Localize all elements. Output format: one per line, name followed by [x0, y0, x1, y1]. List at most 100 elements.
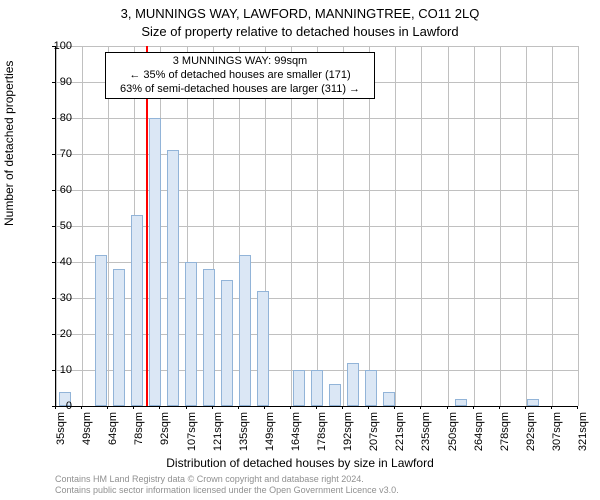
- footer-line1: Contains HM Land Registry data © Crown c…: [55, 474, 399, 485]
- xtick-mark: [551, 406, 552, 409]
- grid-line-v: [369, 46, 370, 406]
- ytick-label: 20: [60, 328, 72, 340]
- xtick-label: 35sqm: [55, 412, 67, 452]
- grid-line-v: [526, 46, 527, 406]
- xtick-mark: [473, 406, 474, 409]
- xtick-label: 164sqm: [290, 412, 302, 452]
- annotation-line3: 63% of semi-detached houses are larger (…: [112, 83, 368, 97]
- histogram-bar: [239, 255, 252, 406]
- ytick-mark: [52, 370, 55, 371]
- xtick-label: 221sqm: [394, 412, 406, 452]
- histogram-bar: [383, 392, 396, 406]
- xtick-mark: [342, 406, 343, 409]
- xtick-label: 49sqm: [81, 412, 93, 452]
- xtick-mark: [290, 406, 291, 409]
- histogram-bar: [455, 399, 468, 406]
- xtick-mark: [316, 406, 317, 409]
- histogram-bar: [95, 255, 108, 406]
- histogram-bar: [149, 118, 162, 406]
- ytick-mark: [52, 190, 55, 191]
- xtick-label: 321sqm: [577, 412, 589, 452]
- xtick-mark: [264, 406, 265, 409]
- footer-attribution: Contains HM Land Registry data © Crown c…: [55, 474, 399, 496]
- y-axis-label: Number of detached properties: [2, 61, 16, 226]
- ytick-mark: [52, 334, 55, 335]
- ytick-label: 90: [60, 76, 72, 88]
- ytick-mark: [52, 118, 55, 119]
- grid-line-v: [474, 46, 475, 406]
- xtick-mark: [577, 406, 578, 409]
- ytick-mark: [52, 226, 55, 227]
- grid-line-v: [395, 46, 396, 406]
- xtick-label: 149sqm: [264, 412, 276, 452]
- grid-line-v: [343, 46, 344, 406]
- xtick-mark: [81, 406, 82, 409]
- xtick-mark: [55, 406, 56, 409]
- xtick-label: 78sqm: [133, 412, 145, 452]
- grid-line-v: [82, 46, 83, 406]
- xtick-label: 192sqm: [342, 412, 354, 452]
- xtick-mark: [447, 406, 448, 409]
- histogram-bar: [167, 150, 180, 406]
- xtick-label: 235sqm: [420, 412, 432, 452]
- histogram-bar: [113, 269, 126, 406]
- histogram-bar: [347, 363, 360, 406]
- histogram-bar: [311, 370, 324, 406]
- histogram-bar: [527, 399, 540, 406]
- xtick-mark: [525, 406, 526, 409]
- xtick-mark: [499, 406, 500, 409]
- histogram-bar: [221, 280, 234, 406]
- ytick-label: 70: [60, 148, 72, 160]
- histogram-bar: [185, 262, 198, 406]
- xtick-mark: [238, 406, 239, 409]
- grid-line-v: [56, 46, 57, 406]
- ytick-label: 80: [60, 112, 72, 124]
- annotation-line1: 3 MUNNINGS WAY: 99sqm: [112, 55, 368, 69]
- histogram-bar: [365, 370, 378, 406]
- xtick-label: 292sqm: [525, 412, 537, 452]
- xtick-label: 207sqm: [368, 412, 380, 452]
- ytick-label: 60: [60, 184, 72, 196]
- xtick-mark: [186, 406, 187, 409]
- grid-line-v: [448, 46, 449, 406]
- ytick-label: 40: [60, 256, 72, 268]
- ytick-label: 100: [54, 40, 72, 52]
- annotation-box: 3 MUNNINGS WAY: 99sqm← 35% of detached h…: [105, 52, 375, 99]
- grid-line-v: [291, 46, 292, 406]
- grid-line-v: [500, 46, 501, 406]
- marker-line: [146, 46, 148, 406]
- xtick-label: 278sqm: [499, 412, 511, 452]
- xtick-mark: [394, 406, 395, 409]
- ytick-label: 0: [66, 400, 72, 412]
- annotation-line2: ← 35% of detached houses are smaller (17…: [112, 69, 368, 83]
- xtick-mark: [420, 406, 421, 409]
- xtick-label: 264sqm: [473, 412, 485, 452]
- xtick-label: 107sqm: [186, 412, 198, 452]
- ytick-mark: [52, 82, 55, 83]
- ytick-mark: [52, 298, 55, 299]
- plot-area: [55, 46, 578, 407]
- ytick-label: 10: [60, 364, 72, 376]
- title-main: 3, MUNNINGS WAY, LAWFORD, MANNINGTREE, C…: [0, 6, 600, 21]
- xtick-mark: [159, 406, 160, 409]
- grid-line-v: [578, 46, 579, 406]
- histogram-bar: [257, 291, 270, 406]
- xtick-mark: [212, 406, 213, 409]
- xtick-label: 178sqm: [316, 412, 328, 452]
- xtick-label: 307sqm: [551, 412, 563, 452]
- histogram-bar: [131, 215, 144, 406]
- histogram-bar: [293, 370, 306, 406]
- ytick-label: 50: [60, 220, 72, 232]
- xtick-label: 121sqm: [212, 412, 224, 452]
- ytick-mark: [52, 46, 55, 47]
- ytick-label: 30: [60, 292, 72, 304]
- histogram-bar: [203, 269, 216, 406]
- xtick-label: 135sqm: [238, 412, 250, 452]
- chart-container: 3, MUNNINGS WAY, LAWFORD, MANNINGTREE, C…: [0, 0, 600, 500]
- grid-line-v: [317, 46, 318, 406]
- ytick-mark: [52, 154, 55, 155]
- footer-line2: Contains public sector information licen…: [55, 485, 399, 496]
- xtick-label: 64sqm: [107, 412, 119, 452]
- xtick-mark: [133, 406, 134, 409]
- ytick-mark: [52, 262, 55, 263]
